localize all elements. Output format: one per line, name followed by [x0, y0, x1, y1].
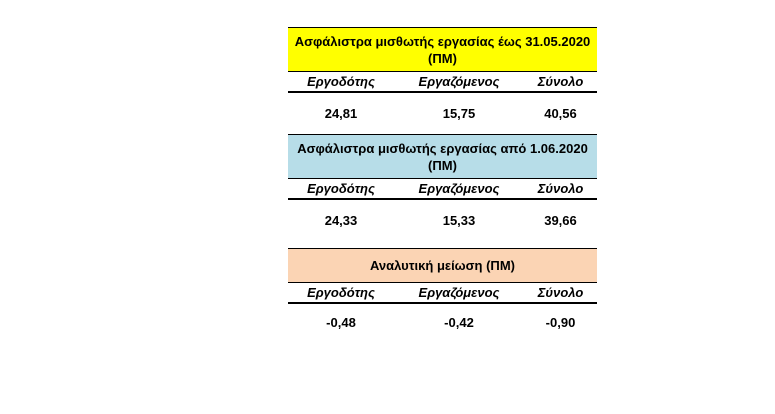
header-employer: Εργοδότης: [307, 285, 375, 300]
value-employee: 15,33: [442, 212, 476, 228]
value-employer: 24,81: [324, 106, 358, 121]
value-total: -0,90: [545, 314, 576, 330]
section-spacer: [288, 240, 597, 248]
header-employer: Εργοδότης: [307, 181, 375, 196]
value-employee: 15,75: [442, 106, 476, 121]
header-employee: Εργαζόμενος: [418, 181, 500, 196]
section-until-2020-05-31: Ασφάλιστρα μισθωτής εργασίας έως 31.05.2…: [288, 27, 597, 134]
header-employer: Εργοδότης: [307, 74, 375, 89]
value-row: 24,81 15,75 40,56: [288, 93, 597, 134]
value-total: 39,66: [544, 212, 577, 228]
value-row: -0,48 -0,42 -0,90: [288, 304, 597, 340]
section-title-line2: (ΠΜ): [428, 158, 457, 173]
header-employee: Εργαζόμενος: [418, 285, 500, 300]
section-title: Αναλυτική μείωση (ΠΜ): [288, 248, 597, 283]
header-row: Εργοδότης Εργαζόμενος Σύνολο: [288, 72, 597, 93]
header-row: Εργοδότης Εργαζόμενος Σύνολο: [288, 283, 597, 304]
section-title-line1: Ασφάλιστρα μισθωτής εργασίας από 1.06.20…: [297, 141, 588, 156]
value-employee: -0,42: [444, 314, 474, 330]
section-from-2020-06-01: Ασφάλιστρα μισθωτής εργασίας από 1.06.20…: [288, 134, 597, 240]
header-total: Σύνολο: [537, 285, 584, 300]
section-title-line1: Ασφάλιστρα μισθωτής εργασίας έως 31.05.2…: [294, 34, 591, 49]
section-title-line2: (ΠΜ): [428, 51, 457, 66]
header-row: Εργοδότης Εργαζόμενος Σύνολο: [288, 179, 597, 200]
value-employer: -0,48: [326, 314, 356, 330]
header-employee: Εργαζόμενος: [418, 74, 500, 89]
section-detailed-reduction: Αναλυτική μείωση (ΠΜ) Εργοδότης Εργαζόμε…: [288, 248, 597, 348]
value-total: 40,56: [544, 106, 577, 121]
header-total: Σύνολο: [537, 181, 584, 196]
value-row: 24,33 15,33 39,66: [288, 200, 597, 240]
section-title: Ασφάλιστρα μισθωτής εργασίας έως 31.05.2…: [288, 27, 597, 72]
header-total: Σύνολο: [537, 74, 584, 89]
value-employer: 24,33: [324, 212, 358, 228]
section-title-line1: Αναλυτική μείωση (ΠΜ): [370, 258, 515, 273]
contributions-sheet: Ασφάλιστρα μισθωτής εργασίας έως 31.05.2…: [288, 27, 597, 348]
section-title: Ασφάλιστρα μισθωτής εργασίας από 1.06.20…: [288, 134, 597, 179]
